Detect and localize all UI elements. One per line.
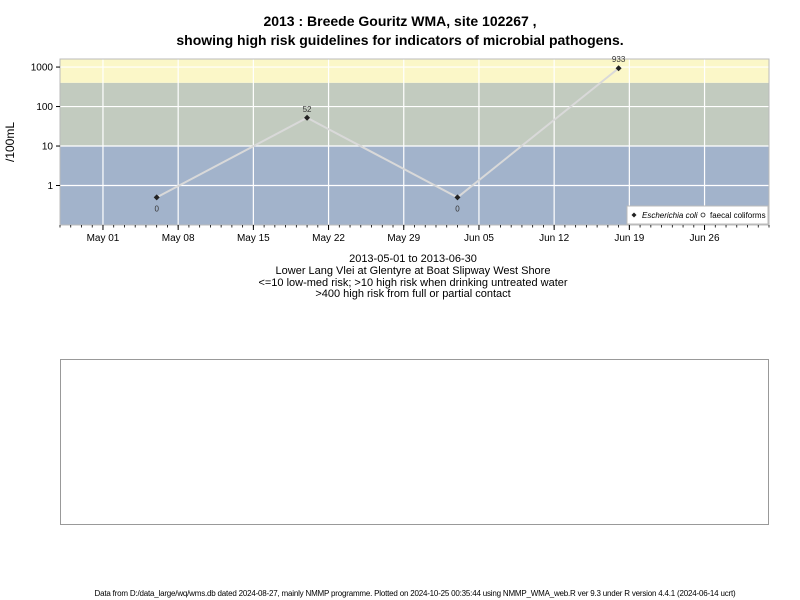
x-tick-label-6: Jun 12 xyxy=(539,233,569,244)
legend: Escherichia coli faecal coliforms xyxy=(626,205,769,225)
legend-fc-marker xyxy=(700,212,706,218)
x-tick-label-8: Jun 26 xyxy=(690,233,720,244)
data-label-1: 52 xyxy=(303,105,312,114)
legend-box xyxy=(626,205,769,225)
empty-plot-panel xyxy=(60,359,769,525)
y-tick-label-0: 1 xyxy=(47,181,53,192)
data-label-0: 0 xyxy=(154,204,159,213)
x-tick-label-7: Jun 19 xyxy=(614,233,644,244)
data-point-0 xyxy=(153,194,160,201)
x-tick-label-1: May 08 xyxy=(162,233,195,244)
x-tick-label-0: May 01 xyxy=(87,233,120,244)
series-ecoli-line xyxy=(156,67,620,199)
y-tick-label-1: 10 xyxy=(42,142,54,153)
risk-band-1 xyxy=(60,82,769,147)
legend-fc-label: faecal coliforms xyxy=(710,211,766,220)
caption-guideline-high: >400 high risk from full or partial cont… xyxy=(315,288,511,300)
caption-guideline-low: <=10 low-med risk; >10 high risk when dr… xyxy=(258,277,568,289)
chart-title-line-2: showing high risk guidelines for indicat… xyxy=(176,32,624,48)
x-tick-label-5: Jun 05 xyxy=(464,233,494,244)
y-tick-label-2: 100 xyxy=(36,102,53,113)
chart-title-line-1: 2013 : Breede Gouritz WMA, site 102267 , xyxy=(263,13,537,29)
data-label-3: 933 xyxy=(612,55,626,64)
data-point-3 xyxy=(615,65,622,72)
data-point-1 xyxy=(304,114,311,121)
caption-site-name: Lower Lang Vlei at Glentyre at Boat Slip… xyxy=(275,265,551,277)
data-label-2: 0 xyxy=(455,204,460,213)
footer-note: Data from D:/data_large/wq/wms.db dated … xyxy=(94,589,736,598)
legend-ecoli-label: Escherichia coli xyxy=(642,211,698,220)
y-tick-label-3: 1000 xyxy=(31,63,54,74)
legend-ecoli-marker xyxy=(631,212,637,218)
x-tick-label-4: May 29 xyxy=(387,233,420,244)
x-tick-label-2: May 15 xyxy=(237,233,270,244)
caption-date-range: 2013-05-01 to 2013-06-30 xyxy=(349,253,477,265)
risk-band-2 xyxy=(60,59,769,83)
y-axis-label: /100mL xyxy=(3,122,17,162)
x-tick-label-3: May 22 xyxy=(312,233,345,244)
data-point-2 xyxy=(454,194,461,201)
